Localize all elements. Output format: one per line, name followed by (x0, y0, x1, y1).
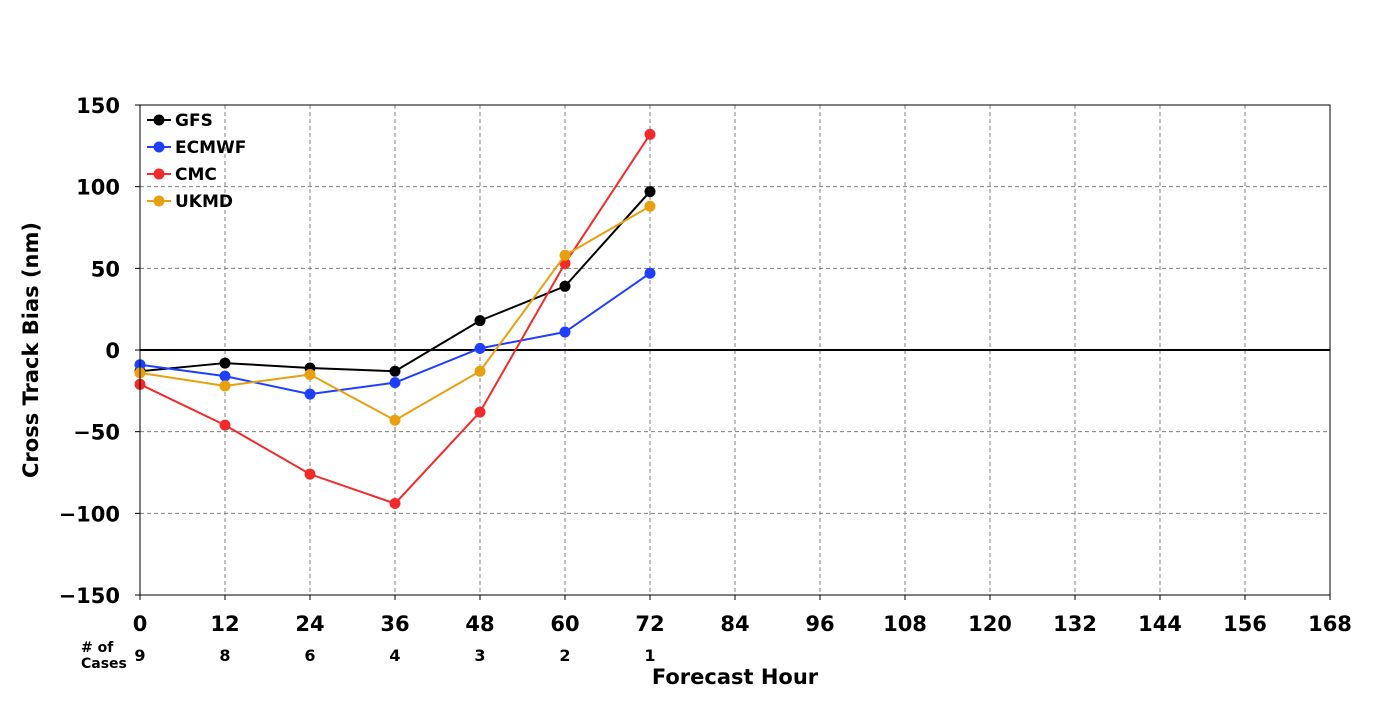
data-point-ukmd-36 (389, 414, 401, 426)
legend-item-gfs: GFS (147, 111, 213, 131)
legend: GFS ECMWF CMC UKMD (147, 111, 246, 212)
cases-count: 4 (389, 646, 400, 665)
cases-count: 8 (219, 646, 230, 665)
legend-label: CMC (175, 165, 217, 185)
cases-label-line2: Cases (81, 656, 127, 672)
data-point-ecmwf-24 (304, 388, 316, 400)
x-tick-label: 120 (968, 612, 1012, 636)
y-tick-label: −50 (73, 421, 120, 445)
cases-count: 3 (474, 646, 485, 665)
cases-count: 9 (134, 646, 145, 665)
cases-count: 1 (644, 646, 655, 665)
data-point-gfs-12 (219, 357, 231, 369)
x-tick-label: 96 (805, 612, 834, 636)
x-tick-label: 60 (550, 612, 579, 636)
data-point-cmc-36 (389, 498, 401, 510)
y-tick-label: 0 (105, 339, 120, 363)
legend-label: ECMWF (175, 138, 246, 158)
x-tick-label: 168 (1308, 612, 1352, 636)
cases-label-line1: # of (81, 640, 114, 656)
data-point-ukmd-24 (304, 369, 316, 380)
y-axis-title: Cross Track Bias (nm) (19, 222, 43, 478)
y-tick-label: −150 (59, 584, 120, 608)
legend-item-ukmd: UKMD (147, 192, 233, 212)
legend-marker (153, 141, 165, 153)
data-point-gfs-48 (474, 315, 486, 327)
data-point-ecmwf-36 (389, 377, 401, 389)
legend-label: UKMD (175, 192, 233, 212)
y-tick-label: 100 (76, 176, 120, 200)
y-tick-label: 150 (76, 94, 120, 118)
x-tick-label: 108 (883, 612, 927, 636)
cases-count: 6 (304, 646, 315, 665)
x-tick-label: 132 (1053, 612, 1097, 636)
x-tick-label: 48 (465, 612, 494, 636)
x-tick-label: 84 (720, 612, 749, 636)
x-tick-label: 144 (1138, 612, 1182, 636)
data-point-ecmwf-12 (219, 370, 231, 382)
data-point-ecmwf-60 (559, 326, 571, 338)
y-tick-label: −100 (59, 502, 120, 526)
x-tick-labels: 0 12 24 36 48 60 72 84 96 108 120 132 144 156 168 (133, 595, 1352, 636)
legend-marker (153, 195, 165, 207)
data-point-ukmd-72 (644, 200, 656, 212)
data-point-cmc-72 (644, 128, 656, 140)
cases-row: # of Cases 9 8 6 4 3 2 1 (81, 640, 656, 672)
data-point-ukmd-48 (474, 365, 486, 377)
data-point-ukmd-12 (219, 380, 231, 392)
series-ukmd (134, 200, 656, 426)
data-point-gfs-60 (559, 280, 571, 292)
x-tick-label: 36 (380, 612, 409, 636)
data-point-ecmwf-48 (474, 342, 486, 354)
legend-marker (153, 168, 165, 180)
data-point-ukmd-60 (559, 249, 571, 261)
data-point-cmc-24 (304, 468, 316, 480)
legend-marker (153, 114, 165, 126)
y-tick-label: 50 (91, 257, 120, 281)
data-point-gfs-36 (389, 365, 401, 377)
y-tick-labels: −150 −100 −50 0 50 100 150 (59, 94, 140, 608)
data-point-cmc-12 (219, 419, 231, 431)
data-point-cmc-48 (474, 406, 486, 418)
legend-label: GFS (175, 111, 213, 131)
legend-item-cmc: CMC (147, 165, 217, 185)
cases-count: 2 (559, 646, 570, 665)
x-tick-label: 156 (1223, 612, 1267, 636)
x-axis-title: Forecast Hour (652, 665, 819, 689)
data-point-ecmwf-72 (644, 267, 656, 279)
x-tick-label: 12 (210, 612, 239, 636)
legend-item-ecmwf: ECMWF (147, 138, 246, 158)
x-tick-label: 72 (635, 612, 664, 636)
x-tick-label: 24 (295, 612, 324, 636)
data-point-gfs-72 (644, 186, 656, 198)
x-tick-label: 0 (133, 612, 148, 636)
